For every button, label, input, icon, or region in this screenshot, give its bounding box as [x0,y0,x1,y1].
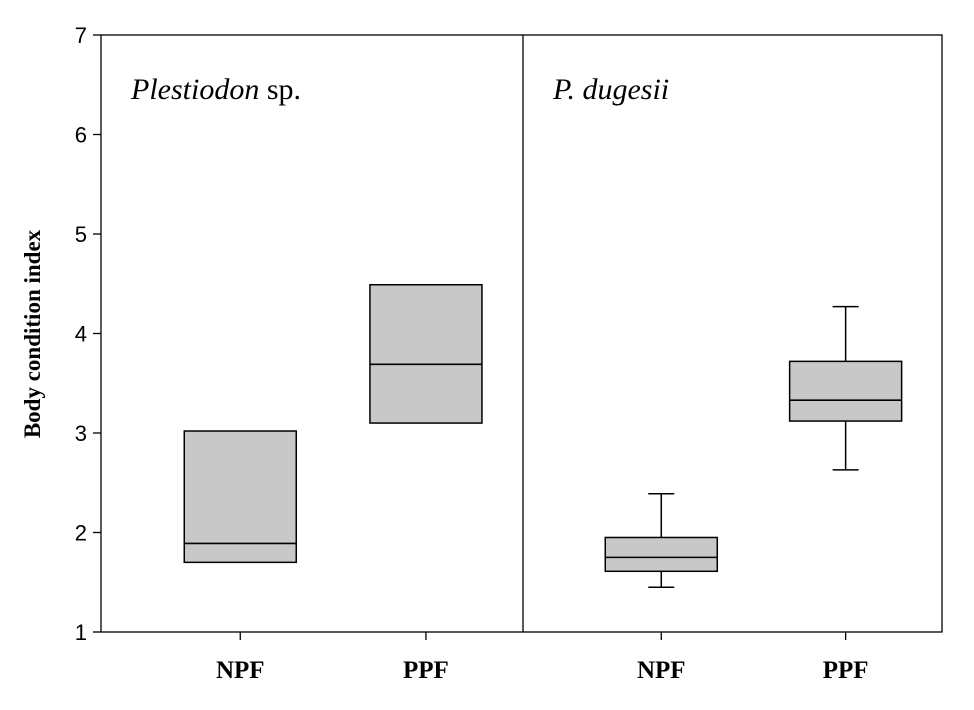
panel-title-italic: P. dugesii [552,73,669,106]
y-tick-label: 1 [75,620,87,645]
y-tick-label: 4 [75,322,87,347]
y-tick-label: 3 [75,421,87,446]
panel-title: P. dugesii [552,73,669,106]
y-tick-label: 2 [75,521,87,546]
panel-title-italic: Plestiodon [130,73,259,106]
box-iqr [788,360,903,422]
y-tick-label: 7 [75,23,87,48]
x-category-label: PPF [403,657,449,684]
box-iqr [604,536,719,573]
box-iqr [369,283,483,424]
x-category-label: NPF [216,657,265,684]
y-tick-label: 6 [75,123,87,148]
x-category-label: PPF [823,657,869,684]
panel-title-rest: sp. [259,73,301,106]
box-iqr [183,430,298,564]
x-category-label: NPF [637,657,686,684]
y-tick-label: 5 [75,222,87,247]
y-axis-label: Body condition index [20,229,45,438]
plot-layer: 1 2 3 4 5 6 7 Plestiodon sp. NPF PPF P. dugesii NPF… [75,23,943,684]
panel-title: Plestiodon sp. [130,73,301,106]
